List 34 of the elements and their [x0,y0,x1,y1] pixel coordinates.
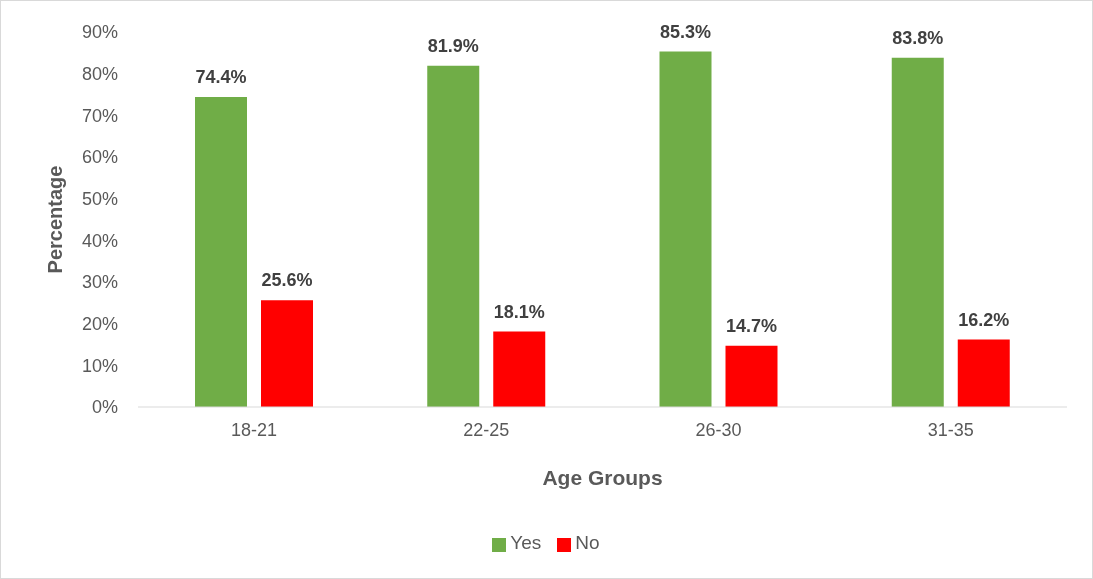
y-axis-title: Percentage [44,165,66,274]
x-tick-label: 26-30 [695,419,742,440]
bar [725,345,778,407]
bar [427,65,480,407]
bar [195,97,247,407]
data-label: 83.8% [892,27,944,48]
y-tick-label: 30% [81,272,118,293]
data-label: 74.4% [195,67,247,87]
y-tick-label: 70% [81,105,118,126]
x-tick-label: 18-21 [231,419,278,440]
bar [659,51,712,407]
legend-label: No [575,532,600,553]
bar [957,339,1010,407]
bar [891,57,944,407]
x-tick-label: 22-25 [463,419,510,440]
y-tick-label: 80% [81,64,118,85]
x-tick-label: 31-35 [927,419,974,440]
data-label: 18.1% [493,301,545,322]
data-label: 25.6% [261,270,313,291]
y-tick-label: 20% [81,314,118,335]
y-tick-label: 50% [81,189,118,210]
y-tick-label: 0% [91,397,118,418]
y-tick-label: 90% [81,22,118,43]
legend-label: Yes [510,532,542,553]
data-label: 14.7% [725,315,778,336]
data-label: 81.9% [427,35,479,56]
data-label: 16.2% [958,309,1010,330]
bar [261,300,313,407]
data-label: 85.3% [659,21,712,42]
x-axis-title: Age Groups [542,465,663,489]
y-tick-label: 40% [81,230,118,251]
y-tick-label: 10% [81,355,118,376]
bar [493,331,546,407]
y-tick-label: 60% [81,147,118,168]
